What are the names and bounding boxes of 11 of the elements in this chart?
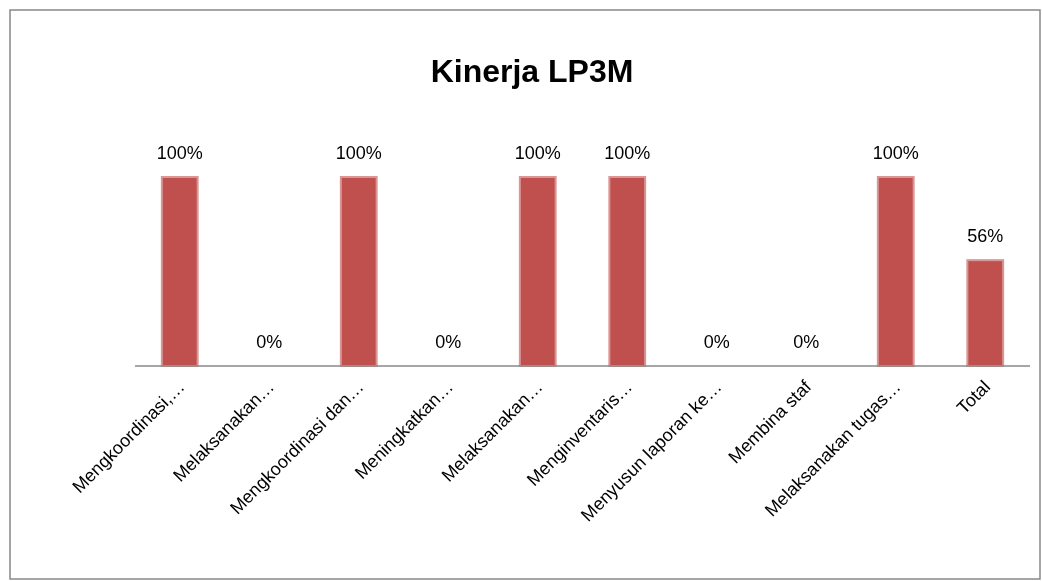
data-label: 0% [435,332,462,352]
data-label: 100% [156,143,203,163]
data-label: 56% [967,226,1004,247]
data-label: 100% [604,143,651,163]
data-label: 0% [793,332,820,352]
data-label: 0% [703,332,730,352]
data-label: 100% [335,143,382,163]
data-label: 0% [256,332,283,352]
data-label: 100% [872,143,919,163]
chart-title: Kinerja LP3M [430,53,634,89]
data-label: 100% [514,143,561,163]
